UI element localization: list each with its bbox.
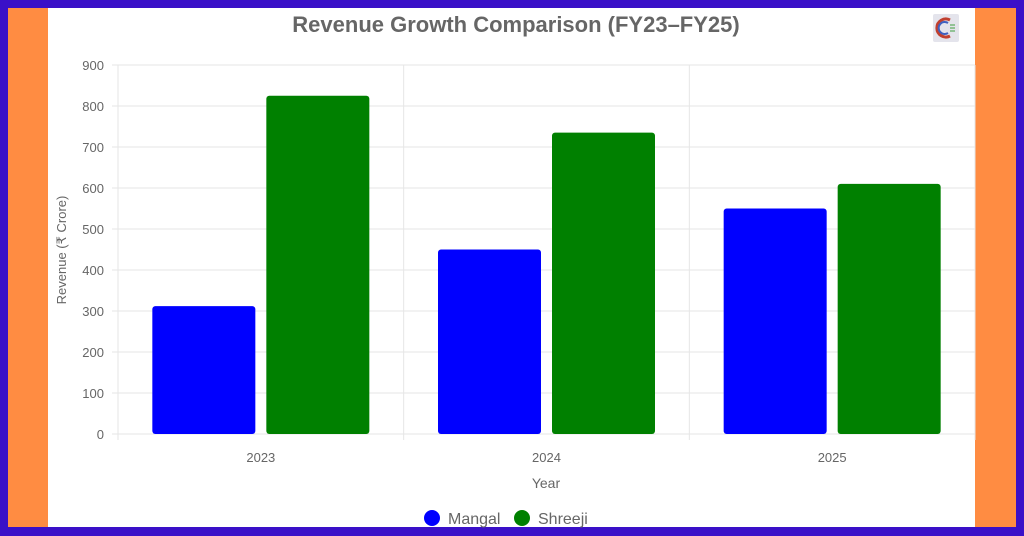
legend-marker-shreeji [514,510,530,526]
y-tick-label: 700 [82,140,104,155]
bar-shreeji-2023 [266,95,370,434]
bar-mangal-2024 [438,249,541,434]
logo-icon [933,14,959,42]
legend-marker-mangal [424,510,440,526]
x-tick-label: 2024 [532,450,561,465]
legend-label: Mangal [448,511,500,528]
x-tick-label: 2023 [246,450,275,465]
legend-label: Shreeji [538,511,588,528]
y-tick-label: 800 [82,99,104,114]
y-tick-label: 300 [82,304,104,319]
y-tick-label: 100 [82,386,104,401]
y-axis-label: Revenue (₹ Crore) [54,196,69,305]
y-tick-label: 500 [82,222,104,237]
y-tick-label: 200 [82,345,104,360]
bar-mangal-2023 [152,306,256,434]
y-tick-label: 0 [97,427,104,442]
bar-shreeji-2025 [837,183,941,434]
x-axis-label: Year [532,475,561,491]
x-tick-label: 2025 [818,450,847,465]
bar-mangal-2025 [723,208,827,434]
bar-shreeji-2024 [552,132,655,434]
chart-title: Revenue Growth Comparison (FY23–FY25) [292,12,739,37]
y-tick-label: 900 [82,58,104,73]
y-tick-label: 400 [82,263,104,278]
y-tick-label: 600 [82,181,104,196]
